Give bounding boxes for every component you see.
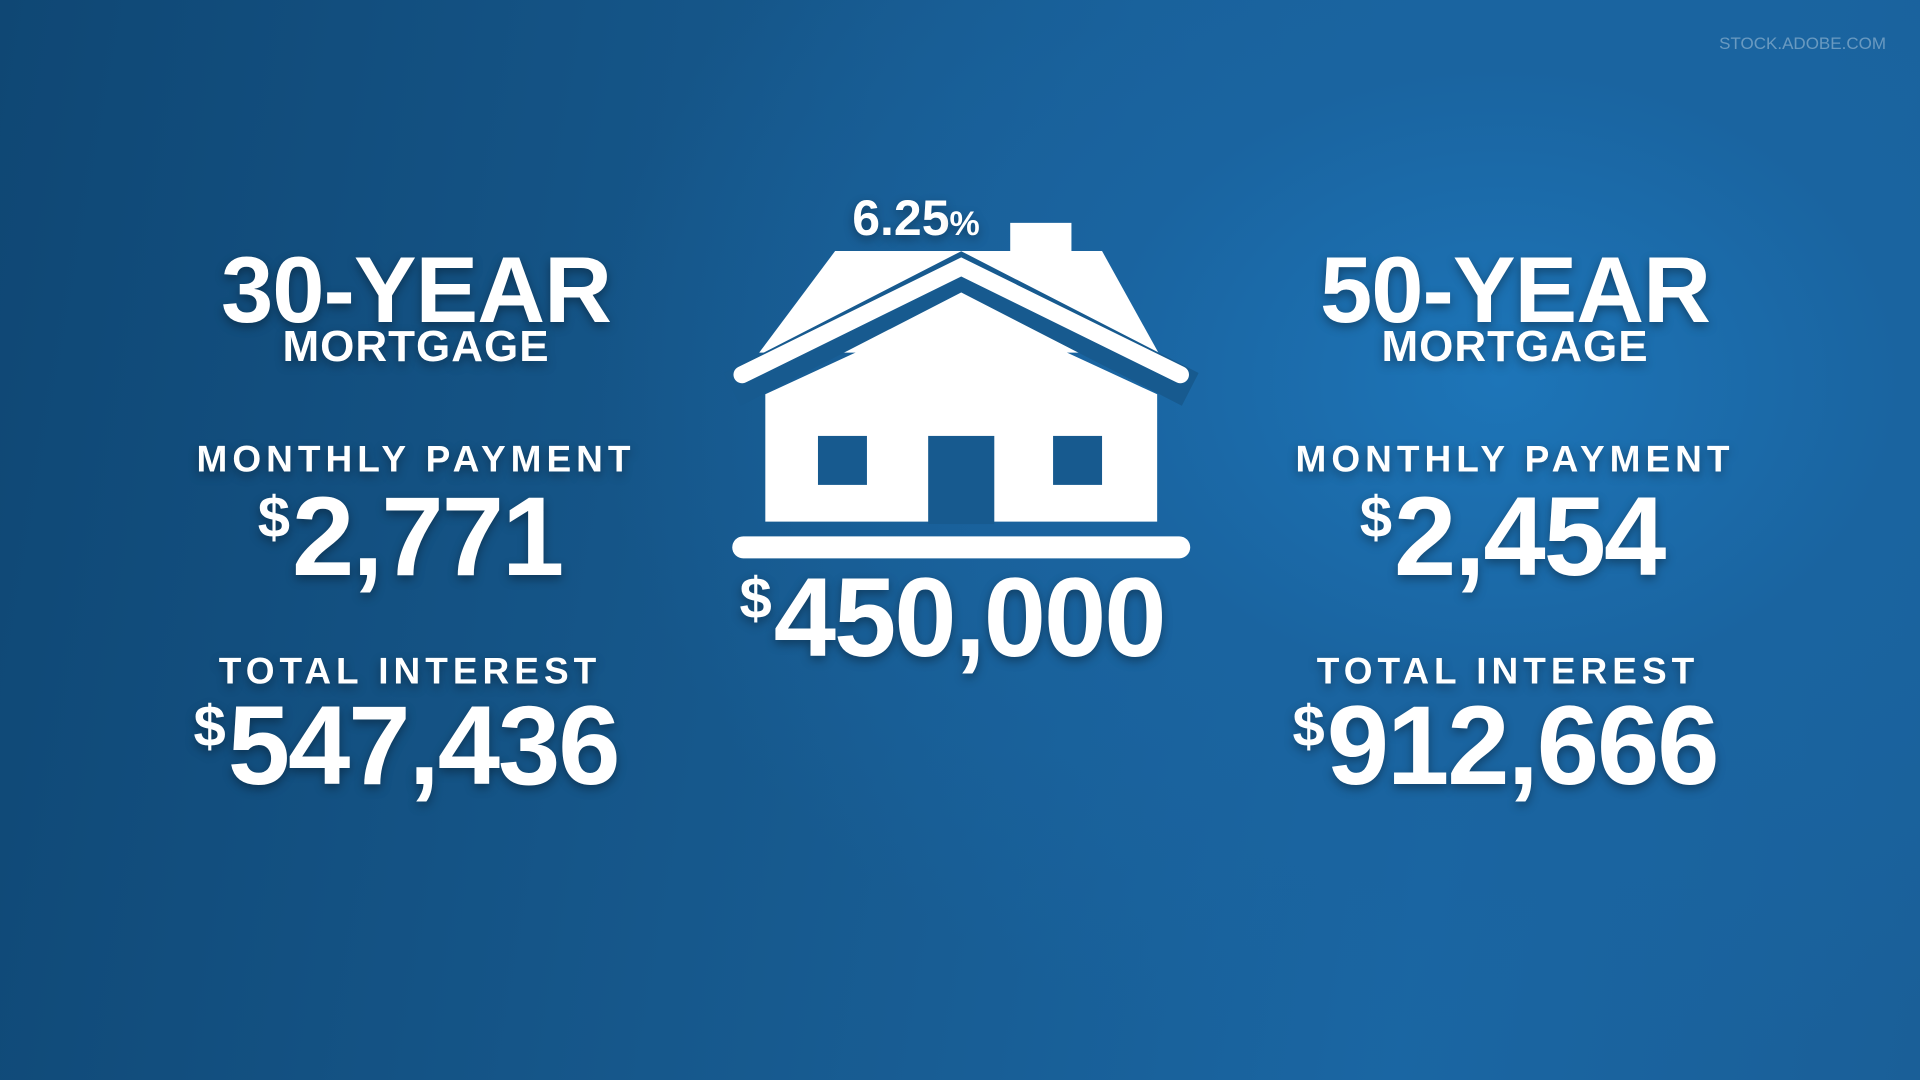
amount: 547,436 <box>227 683 621 808</box>
currency: $ <box>193 694 225 759</box>
left-monthly: $2,771 <box>257 481 565 593</box>
amount: 2,771 <box>291 474 564 599</box>
left-interest-label: TOTAL INTEREST <box>218 650 602 692</box>
left-kind: MORTGAGE <box>282 322 550 371</box>
amount: 912,666 <box>1326 683 1720 808</box>
rate: 6.25% <box>852 193 980 243</box>
amount: 2,454 <box>1393 474 1666 599</box>
right-interest: $912,666 <box>1292 690 1719 802</box>
right-kind: MORTGAGE <box>1381 322 1649 371</box>
left-term: 30-YEAR <box>220 237 612 342</box>
currency: $ <box>1292 694 1324 759</box>
currency: $ <box>257 485 290 550</box>
currency: $ <box>739 566 771 631</box>
currency: $ <box>1359 485 1392 550</box>
right-monthly: $2,454 <box>1359 481 1667 593</box>
amount: 450,000 <box>773 555 1167 680</box>
left-interest: $547,436 <box>193 690 620 802</box>
right-term: 50-YEAR <box>1319 237 1711 342</box>
rate-unit: % <box>949 205 980 243</box>
left-monthly-label: MONTHLY PAYMENT <box>196 438 636 480</box>
watermark: STOCK.ADOBE.COM <box>1719 34 1886 53</box>
right-interest-label: TOTAL INTEREST <box>1316 650 1700 692</box>
price: $450,000 <box>739 562 1166 674</box>
right-monthly-label: MONTHLY PAYMENT <box>1295 438 1735 480</box>
rate-number: 6.25 <box>852 190 950 246</box>
